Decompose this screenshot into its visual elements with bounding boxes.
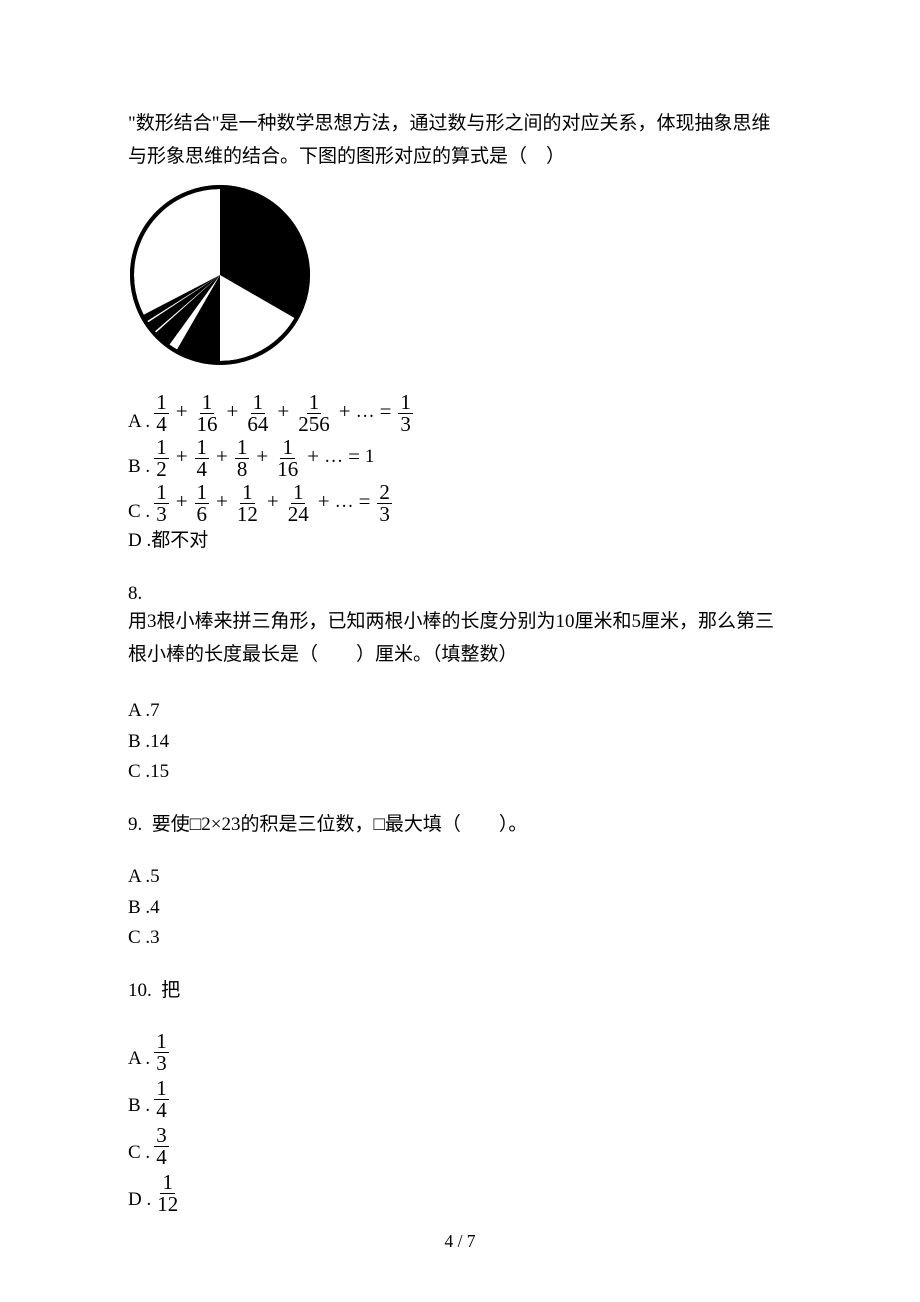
- plus-sign: +: [211, 491, 233, 512]
- q8-text-line2: 根小棒的长度最长是（ ）厘米。（填整数）: [128, 641, 792, 670]
- plus-sign: +: [313, 491, 335, 512]
- fraction: 14: [154, 1078, 169, 1121]
- fraction: 23: [377, 482, 392, 525]
- fraction: 13: [398, 392, 413, 435]
- q7-option-b: B . 12 + 14 + 18 + 116 + … = 1: [128, 437, 792, 480]
- q8-option-c: C .15: [128, 758, 792, 787]
- q10-option-a: A . 13: [128, 1031, 792, 1074]
- equals-sign: =: [354, 491, 376, 512]
- ellipsis: …: [335, 492, 354, 511]
- plus-sign: +: [334, 401, 356, 422]
- fraction: 14: [195, 437, 210, 480]
- q9-option-c: C .3: [128, 924, 792, 953]
- fraction: 116: [275, 437, 300, 480]
- q8-option-a: A .7: [128, 697, 792, 726]
- option-label: C .: [128, 502, 150, 525]
- q7-option-c: C . 13 + 16 + 112 + 124 + … = 23: [128, 482, 792, 525]
- q7-option-d: D .都不对: [128, 527, 792, 556]
- fraction: 12: [154, 437, 169, 480]
- option-label: A .: [128, 1048, 150, 1074]
- plus-sign: +: [171, 401, 193, 422]
- q8-option-b: B .14: [128, 728, 792, 757]
- option-text: 都不对: [151, 530, 208, 551]
- plus-sign: +: [171, 491, 193, 512]
- q7-intro-line2: 与形象思维的结合。下图的图形对应的算式是（ ）: [128, 143, 792, 172]
- plus-sign: +: [262, 491, 284, 512]
- fraction: 16: [195, 482, 210, 525]
- fraction: 18: [235, 437, 250, 480]
- option-label: C .: [128, 1142, 150, 1168]
- option-label: D .: [128, 1189, 151, 1215]
- fraction: 112: [155, 1172, 180, 1215]
- q10-option-c: C . 34: [128, 1125, 792, 1168]
- q9-option-a: A .5: [128, 863, 792, 892]
- option-label: A .: [128, 412, 150, 435]
- fraction: 13: [154, 482, 169, 525]
- page-number: 4 / 7: [444, 1231, 475, 1252]
- equals-sign: =: [343, 446, 365, 467]
- fraction: 112: [235, 482, 260, 525]
- q10-text: 10. 把: [128, 977, 792, 1006]
- plus-sign: +: [251, 446, 273, 467]
- q7-pie-chart: [128, 183, 792, 372]
- q9-text: 9. 要使□2×23的积是三位数，□最大填（ ）。: [128, 811, 792, 840]
- q10-option-d: D . 112: [128, 1172, 792, 1215]
- ellipsis: …: [356, 402, 375, 421]
- q7-intro-line1: "数形结合"是一种数学思想方法，通过数与形之间的对应关系，体现抽象思维: [128, 110, 792, 139]
- equals-sign: =: [375, 401, 397, 422]
- fraction: 116: [195, 392, 220, 435]
- plus-sign: +: [302, 446, 324, 467]
- plus-sign: +: [272, 401, 294, 422]
- plus-sign: +: [222, 401, 244, 422]
- option-label: D .: [128, 530, 151, 551]
- fraction: 13: [154, 1031, 169, 1074]
- plus-sign: +: [171, 446, 193, 467]
- plus-sign: +: [211, 446, 233, 467]
- result-text: 1: [365, 447, 375, 466]
- q9-option-b: B .4: [128, 894, 792, 923]
- q7-option-a: A . 14 + 116 + 164 + 1256 + … = 13: [128, 392, 792, 435]
- q10-option-b: B . 14: [128, 1078, 792, 1121]
- option-label: B .: [128, 457, 150, 480]
- q8-text-line1: 用3根小棒来拼三角形，已知两根小棒的长度分别为10厘米和5厘米，那么第三: [128, 608, 792, 637]
- option-label: B .: [128, 1095, 150, 1121]
- fraction: 1256: [296, 392, 332, 435]
- q8-number: 8.: [128, 580, 792, 609]
- fraction: 164: [245, 392, 270, 435]
- fraction: 14: [154, 392, 169, 435]
- fraction: 124: [286, 482, 311, 525]
- ellipsis: …: [324, 447, 343, 466]
- fraction: 34: [154, 1125, 169, 1168]
